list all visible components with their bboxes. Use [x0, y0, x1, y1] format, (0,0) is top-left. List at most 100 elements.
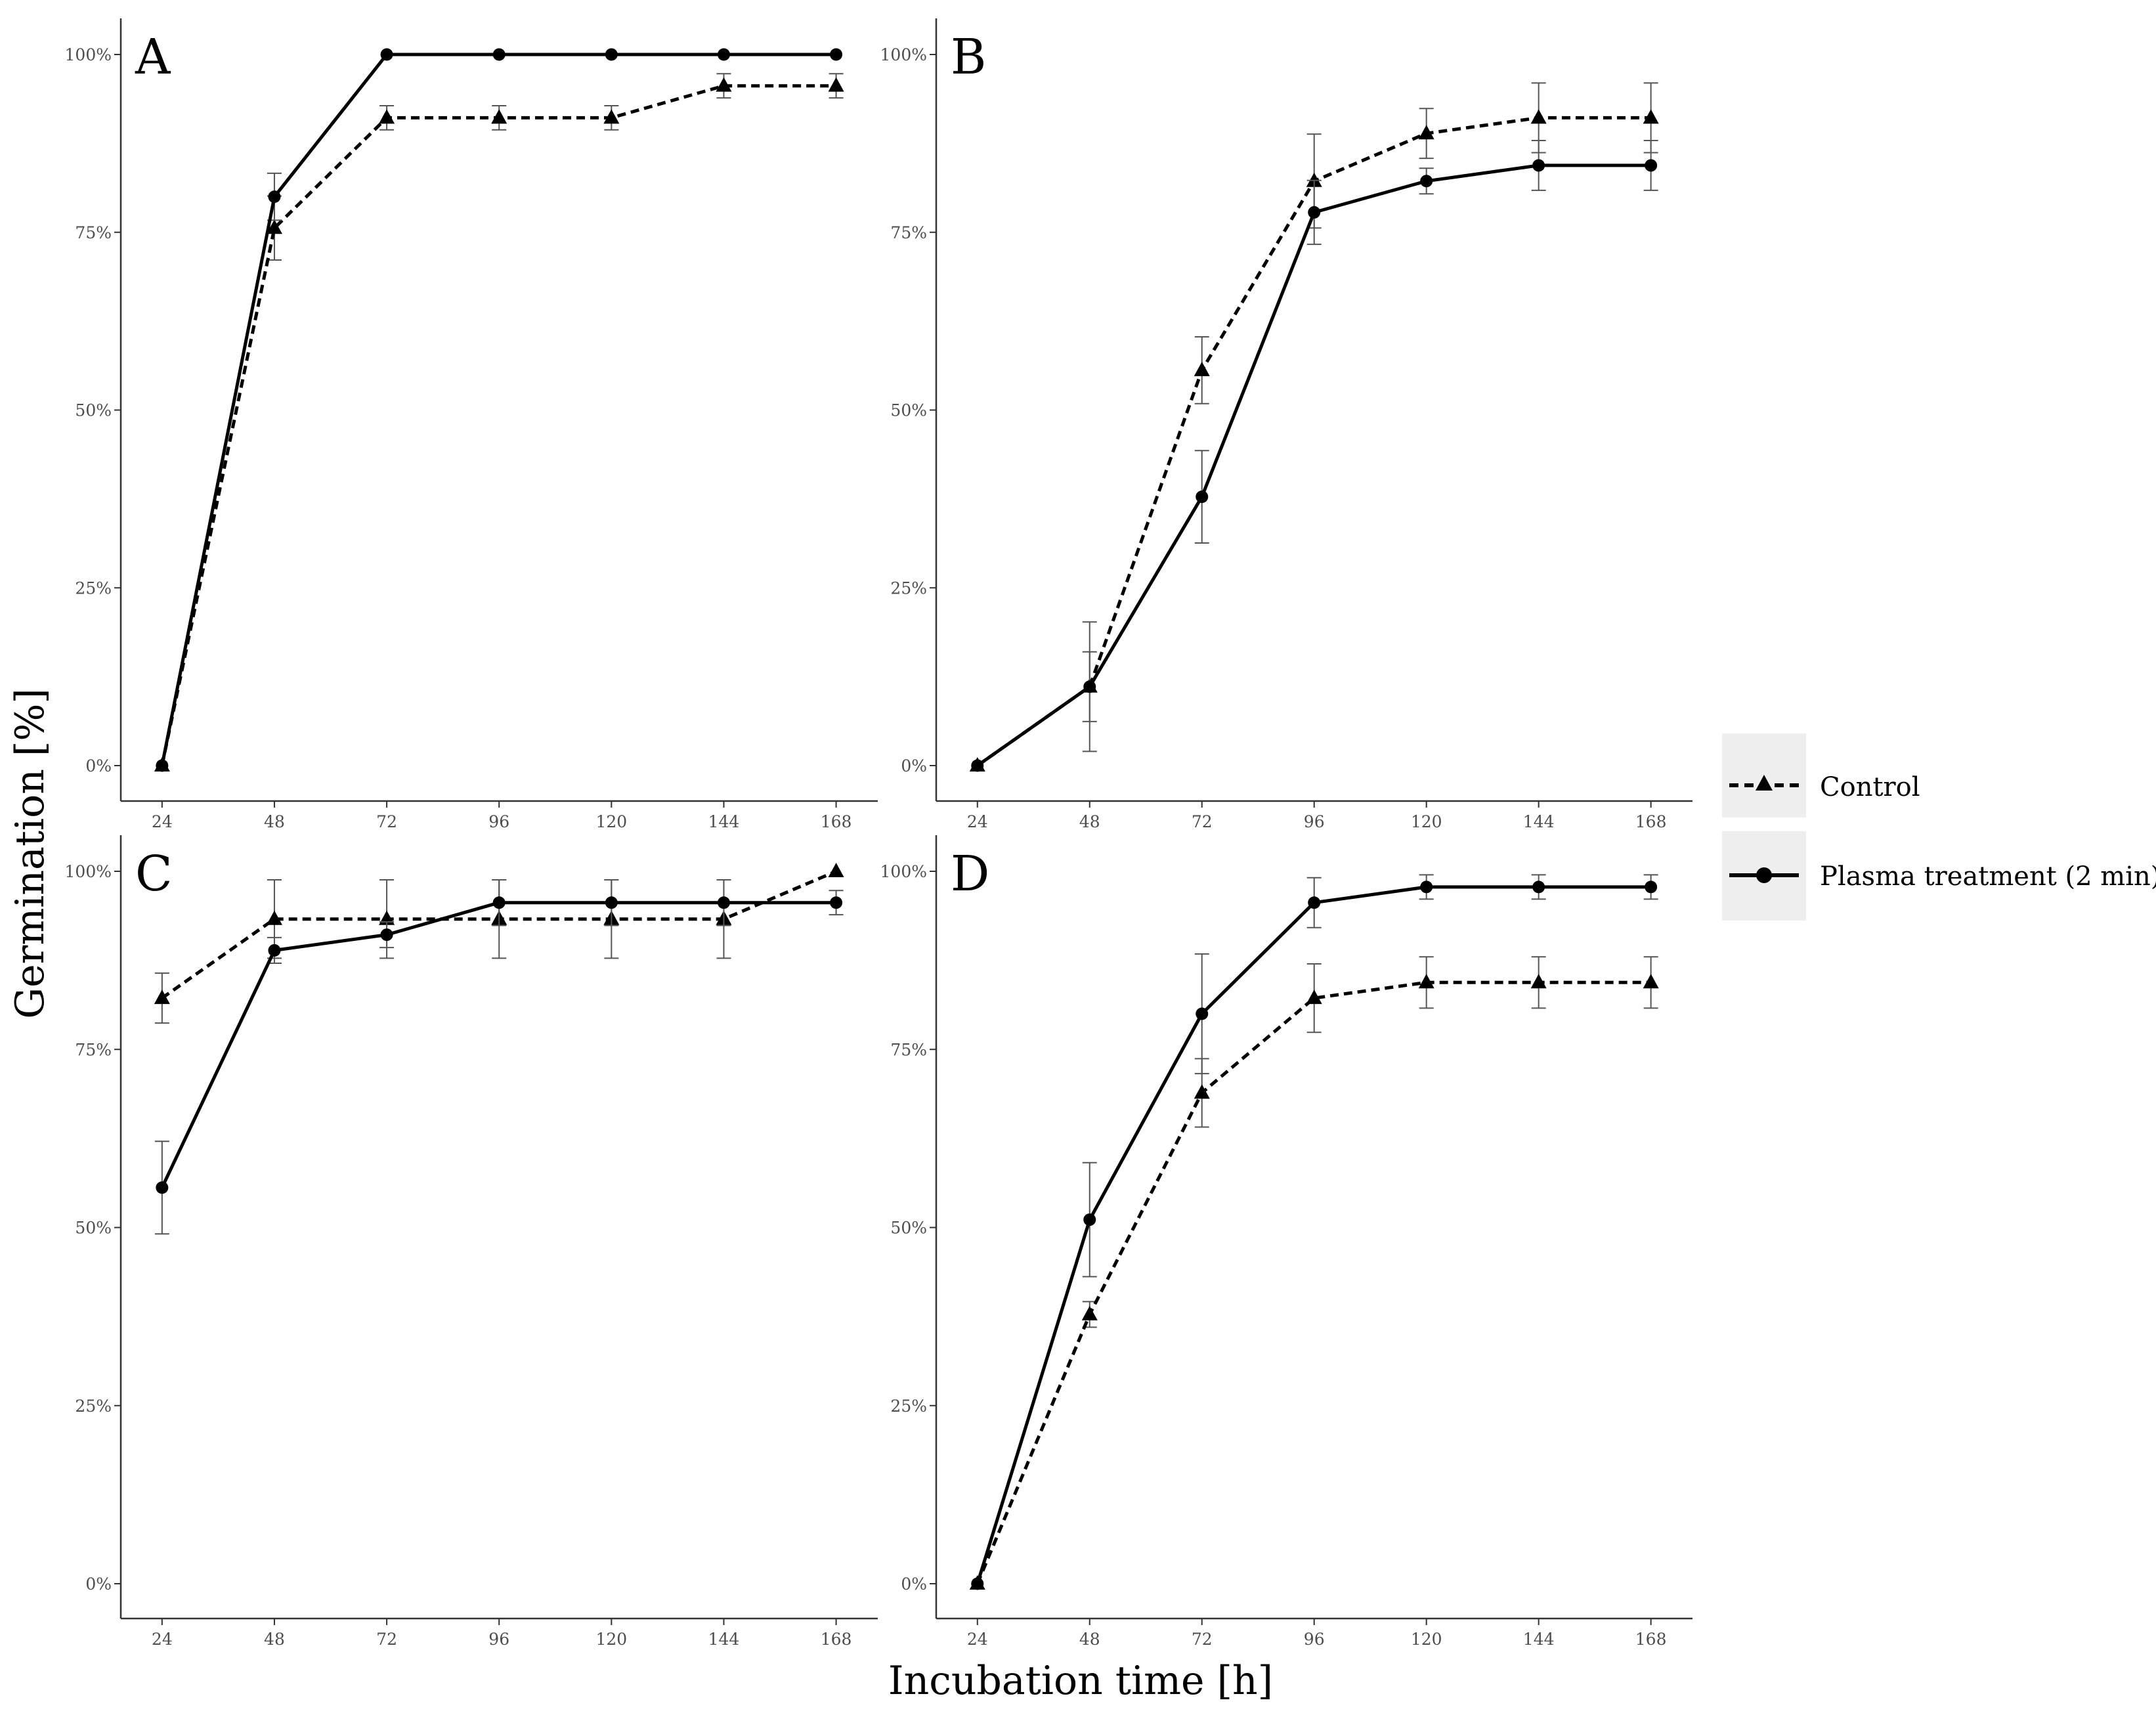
data-point-control — [1194, 1084, 1210, 1099]
panel-d-x-tick-label: 24 — [967, 1630, 988, 1649]
data-point-plasma — [380, 928, 393, 942]
panel-a-x-tick-label: 72 — [376, 812, 397, 831]
data-point-control — [828, 863, 844, 877]
panel-d-y-tick-label: 25% — [890, 1397, 927, 1416]
data-point-control — [491, 109, 507, 124]
panels-group: 0% 25% 50% 75% 100% 24 48 72 96 120 144 168 A 0% 25% 50… — [65, 18, 1692, 1649]
data-point-plasma — [717, 48, 730, 61]
data-point-plasma — [1196, 490, 1209, 504]
panel-b-tag: B — [951, 29, 986, 85]
legend-key-control-triangle — [1756, 775, 1773, 791]
data-point-plasma — [492, 896, 506, 909]
panel-b-y-tick-label: 0% — [901, 756, 927, 775]
panel-c-x-tick-label: 24 — [152, 1630, 173, 1649]
data-point-plasma — [1308, 206, 1321, 219]
panel-a-series-plasma — [156, 48, 843, 772]
panel-a-series-control — [154, 73, 844, 772]
panel-d-x-tick-label: 144 — [1523, 1630, 1555, 1649]
series-line-plasma — [160, 53, 836, 766]
data-point-control — [603, 109, 620, 124]
panel-b-x-tick-label: 24 — [967, 812, 988, 831]
panel-d-series-plasma — [971, 874, 1658, 1590]
data-point-plasma — [1083, 1213, 1096, 1227]
data-point-plasma — [1308, 896, 1321, 909]
data-point-control — [154, 989, 170, 1005]
legend-label-plasma: Plasma treatment (2 min) — [1820, 861, 2156, 892]
data-point-plasma — [605, 896, 618, 909]
data-point-plasma — [1196, 1007, 1209, 1020]
data-point-plasma — [1532, 880, 1545, 894]
data-point-control — [1643, 109, 1659, 124]
panel-c-x-tick-label: 120 — [595, 1630, 627, 1649]
panel-d-x-tick-label: 72 — [1192, 1630, 1213, 1649]
data-point-plasma — [1420, 880, 1433, 894]
data-point-plasma — [1645, 880, 1658, 894]
data-point-plasma — [268, 190, 281, 204]
panel-c-x-tick-label: 96 — [488, 1630, 509, 1649]
panel-a-y-tick-label: 100% — [65, 45, 112, 64]
panel-d-y-tick-label: 100% — [880, 862, 927, 881]
panel-d-series-control — [969, 956, 1659, 1590]
panel-d-x-tick-label: 120 — [1411, 1630, 1442, 1649]
x-axis-title: Incubation time [h] — [888, 1658, 1273, 1704]
panel-b-x-tick-label: 144 — [1523, 812, 1555, 831]
panel-b: 0% 25% 50% 75% 100% 24 48 72 96 120 144 168 B — [880, 18, 1692, 831]
panel-d-y-tick-label: 75% — [890, 1040, 927, 1059]
panel-d-x-tick-label: 48 — [1079, 1630, 1100, 1649]
panel-d-y-tick-label: 0% — [901, 1575, 927, 1594]
panel-b-x-tick-label: 96 — [1304, 812, 1325, 831]
data-point-plasma — [830, 896, 843, 909]
data-point-control — [1418, 125, 1434, 140]
panel-a-y-tick-label: 75% — [75, 223, 112, 242]
legend-key-plasma-circle — [1756, 867, 1772, 883]
panel-c-x-tick-label: 144 — [708, 1630, 740, 1649]
panel-c-y-tick-label: 0% — [85, 1575, 112, 1594]
data-point-plasma — [830, 48, 843, 61]
data-point-plasma — [1083, 680, 1096, 693]
panel-d: 0% 25% 50% 75% 100% 24 48 72 96 120 144 168 D — [880, 835, 1692, 1649]
panel-c-y-tick-label: 25% — [75, 1397, 112, 1416]
data-point-plasma — [971, 1577, 984, 1590]
data-point-plasma — [717, 896, 730, 909]
data-point-control — [1418, 974, 1434, 989]
y-axis-title: Germination [%] — [7, 688, 53, 1019]
panel-c: 0% 25% 50% 75% 100% 24 48 72 96 120 144 168 C — [65, 835, 878, 1649]
series-line-plasma — [976, 163, 1651, 768]
panel-c-y-tick-label: 100% — [65, 862, 112, 881]
data-point-plasma — [971, 759, 984, 772]
panel-c-tag: C — [135, 846, 173, 902]
panel-a: 0% 25% 50% 75% 100% 24 48 72 96 120 144 168 A — [65, 18, 878, 831]
data-point-plasma — [268, 944, 281, 957]
data-point-plasma — [605, 48, 618, 61]
legend-label-control: Control — [1820, 772, 1920, 802]
panel-c-y-tick-label: 75% — [75, 1040, 112, 1059]
panel-b-x-tick-label: 72 — [1192, 812, 1213, 831]
panel-a-x-tick-label: 48 — [264, 812, 285, 831]
panel-b-x-tick-label: 48 — [1079, 812, 1100, 831]
panel-a-y-tick-label: 50% — [75, 401, 112, 420]
data-point-control — [266, 910, 282, 925]
panel-c-x-tick-label: 168 — [821, 1630, 852, 1649]
panel-a-y-tick-label: 25% — [75, 578, 112, 598]
panel-b-y-tick-label: 100% — [880, 45, 927, 64]
data-point-plasma — [156, 1181, 169, 1194]
data-point-control — [716, 77, 732, 92]
panel-c-x-tick-label: 48 — [264, 1630, 285, 1649]
data-point-plasma — [1645, 159, 1658, 172]
data-point-plasma — [380, 48, 393, 61]
panel-a-x-tick-label: 144 — [708, 812, 740, 831]
data-point-control — [379, 109, 395, 124]
panel-a-x-tick-label: 24 — [152, 812, 173, 831]
data-point-control — [1530, 109, 1547, 124]
panel-a-x-tick-label: 120 — [595, 812, 627, 831]
panel-d-y-tick-label: 50% — [890, 1219, 927, 1238]
panel-b-x-tick-label: 168 — [1635, 812, 1667, 831]
panel-c-y-tick-label: 50% — [75, 1219, 112, 1238]
data-point-plasma — [156, 759, 169, 772]
panel-b-y-tick-label: 75% — [890, 223, 927, 242]
series-line-control — [160, 84, 836, 766]
data-point-control — [828, 77, 844, 92]
panel-c-series-plasma — [154, 879, 844, 1235]
data-point-plasma — [1420, 175, 1433, 188]
